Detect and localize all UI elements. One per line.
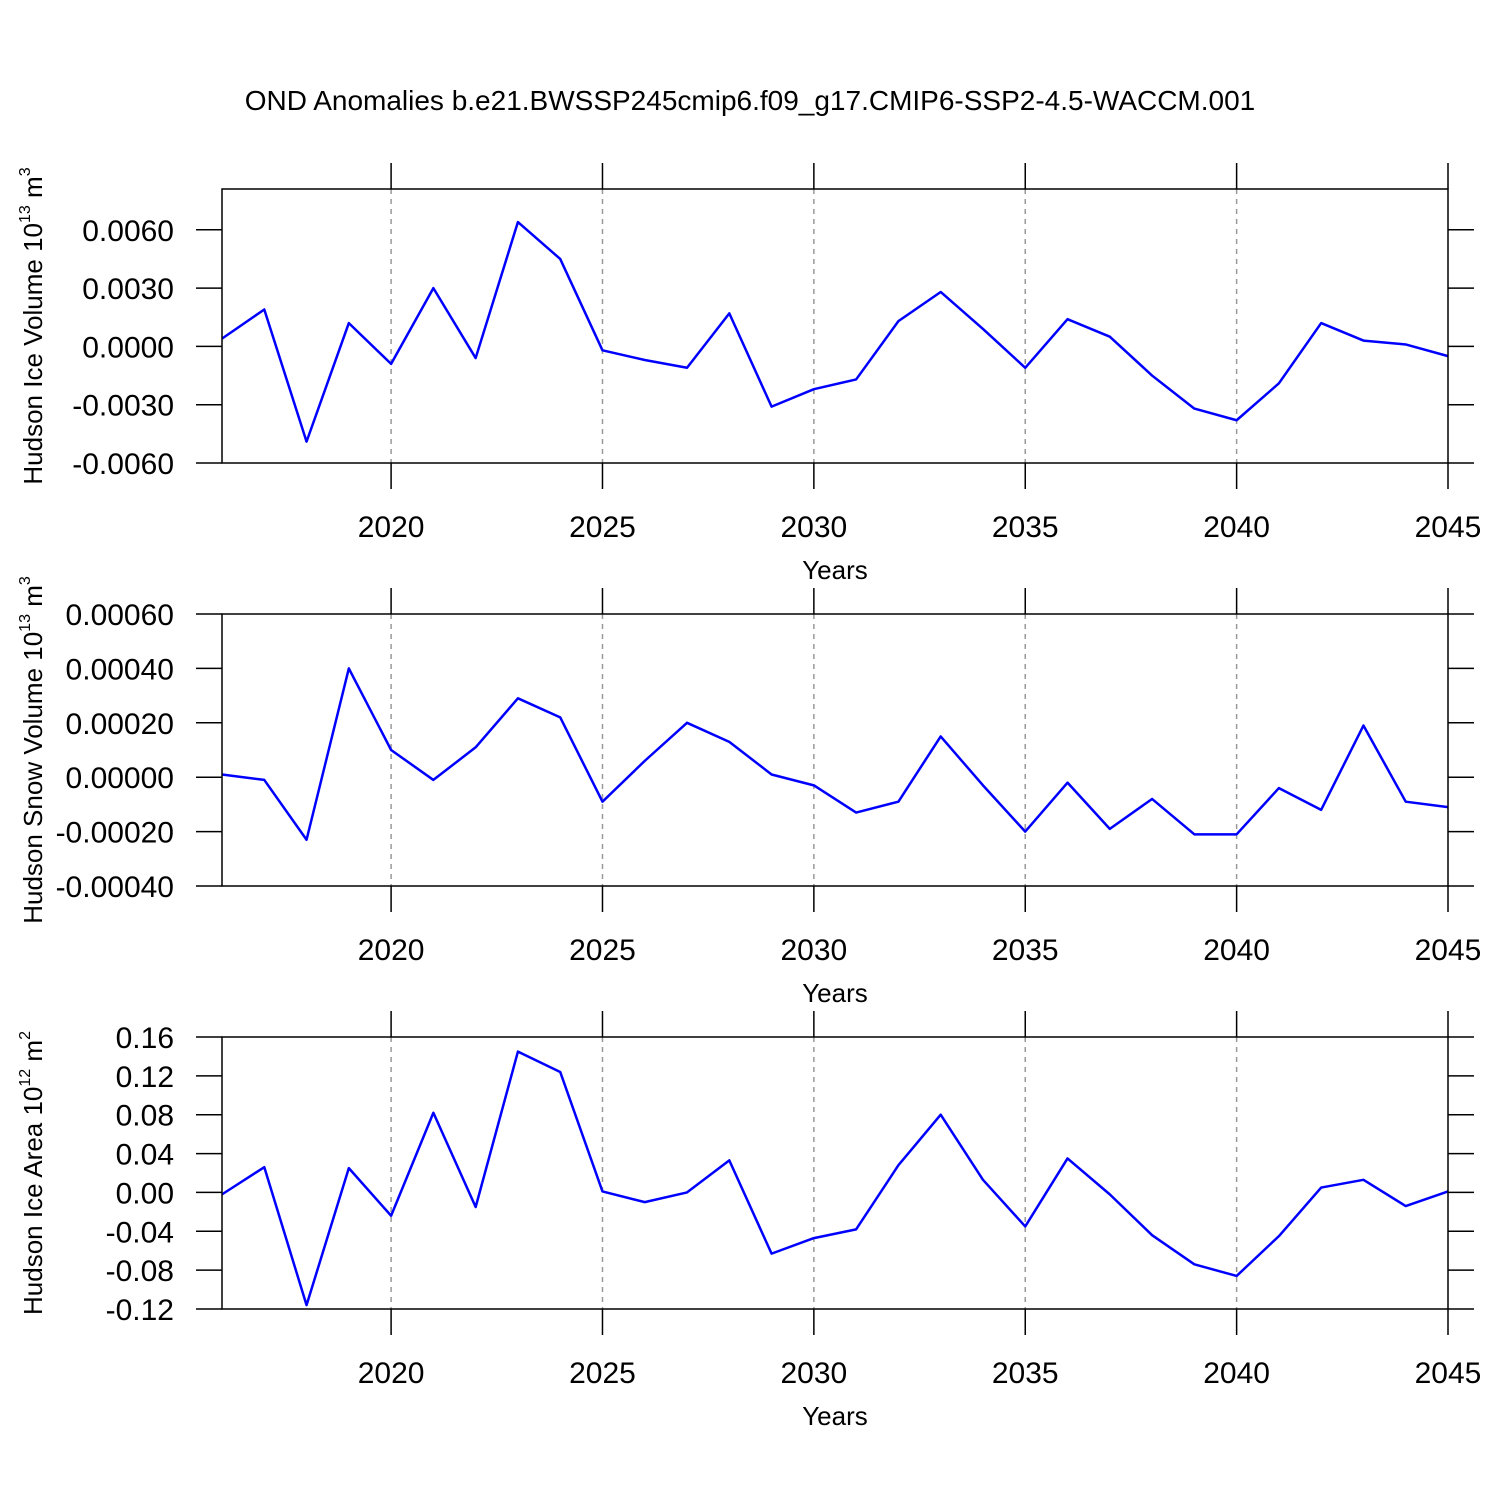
x-tick-label: 2020 bbox=[358, 1357, 425, 1390]
x-tick-label: 2020 bbox=[358, 934, 425, 967]
plot-frame bbox=[221, 188, 1449, 464]
y-tick-label: 0.00060 bbox=[66, 599, 174, 632]
y-axis-label: Hudson Snow Volume 1013 m3 bbox=[17, 576, 48, 924]
y-tick-label: 0.12 bbox=[116, 1061, 174, 1094]
x-tick-label: 2035 bbox=[992, 934, 1059, 967]
y-axis-label: Hudson Ice Volume 1013 m3 bbox=[17, 167, 48, 484]
y-tick-label: -0.0030 bbox=[72, 390, 174, 423]
y-tick-label: 0.08 bbox=[116, 1100, 174, 1133]
x-tick-label: 2025 bbox=[569, 511, 636, 544]
y-tick-label: 0.00000 bbox=[66, 762, 174, 795]
y-axis-label: Hudson Ice Area 1012 m2 bbox=[17, 1031, 48, 1315]
x-tick-label: 2035 bbox=[992, 1357, 1059, 1390]
x-tick-label: 2025 bbox=[569, 934, 636, 967]
y-tick-label: 0.16 bbox=[116, 1022, 174, 1055]
y-tick-label: 0.00020 bbox=[66, 708, 174, 741]
x-tick-label: 2035 bbox=[992, 511, 1059, 544]
plot-frame bbox=[221, 613, 1449, 887]
y-axis-label-exponent: 13 bbox=[17, 205, 34, 223]
y-axis-label-unit: m bbox=[18, 1040, 48, 1069]
y-tick-label: 0.04 bbox=[116, 1139, 174, 1172]
y-tick-label: -0.08 bbox=[106, 1255, 174, 1288]
x-tick-label: 2030 bbox=[780, 934, 847, 967]
x-axis-label: Years bbox=[802, 555, 868, 585]
y-tick-label: -0.00040 bbox=[56, 871, 174, 904]
y-tick-label: 0.0000 bbox=[82, 331, 174, 364]
y-axis-label-unit-exponent: 2 bbox=[17, 1031, 34, 1040]
y-axis-label-unit-exponent: 3 bbox=[17, 576, 34, 585]
data-line bbox=[221, 1050, 1449, 1307]
y-axis-label-unit-exponent: 3 bbox=[17, 167, 34, 176]
x-tick-label: 2045 bbox=[1415, 511, 1482, 544]
y-tick-label: -0.04 bbox=[106, 1216, 174, 1249]
y-tick-label: -0.00020 bbox=[56, 817, 174, 850]
x-tick-label: 2040 bbox=[1203, 934, 1270, 967]
y-axis-label-unit: m bbox=[18, 585, 48, 614]
y-tick-label: 0.00 bbox=[116, 1177, 174, 1210]
y-axis-label-text: Hudson Ice Volume 10 bbox=[18, 223, 48, 485]
data-line bbox=[221, 220, 1449, 443]
y-axis-label-exponent: 13 bbox=[17, 614, 34, 632]
data-line bbox=[221, 667, 1449, 842]
y-axis-label-text: Hudson Snow Volume 10 bbox=[18, 632, 48, 924]
y-axis-label-unit: m bbox=[18, 176, 48, 205]
y-tick-label: -0.0060 bbox=[72, 448, 174, 481]
x-tick-label: 2040 bbox=[1203, 511, 1270, 544]
x-tick-label: 2030 bbox=[780, 1357, 847, 1390]
x-tick-label: 2025 bbox=[569, 1357, 636, 1390]
x-axis-label: Years bbox=[802, 978, 868, 1008]
y-tick-label: 0.00040 bbox=[66, 653, 174, 686]
y-tick-label: 0.0060 bbox=[82, 215, 174, 248]
x-axis-label: Years bbox=[802, 1401, 868, 1431]
x-tick-label: 2030 bbox=[780, 511, 847, 544]
x-tick-label: 2040 bbox=[1203, 1357, 1270, 1390]
y-tick-label: 0.0030 bbox=[82, 273, 174, 306]
x-tick-label: 2045 bbox=[1415, 934, 1482, 967]
y-axis-label-text: Hudson Ice Area 10 bbox=[18, 1087, 48, 1315]
y-tick-label: -0.12 bbox=[106, 1294, 174, 1327]
y-axis-label-exponent: 12 bbox=[17, 1069, 34, 1087]
plot-frame bbox=[221, 1036, 1449, 1310]
figure-title: OND Anomalies b.e21.BWSSP245cmip6.f09_g1… bbox=[245, 85, 1256, 116]
x-tick-label: 2045 bbox=[1415, 1357, 1482, 1390]
x-tick-label: 2020 bbox=[358, 511, 425, 544]
